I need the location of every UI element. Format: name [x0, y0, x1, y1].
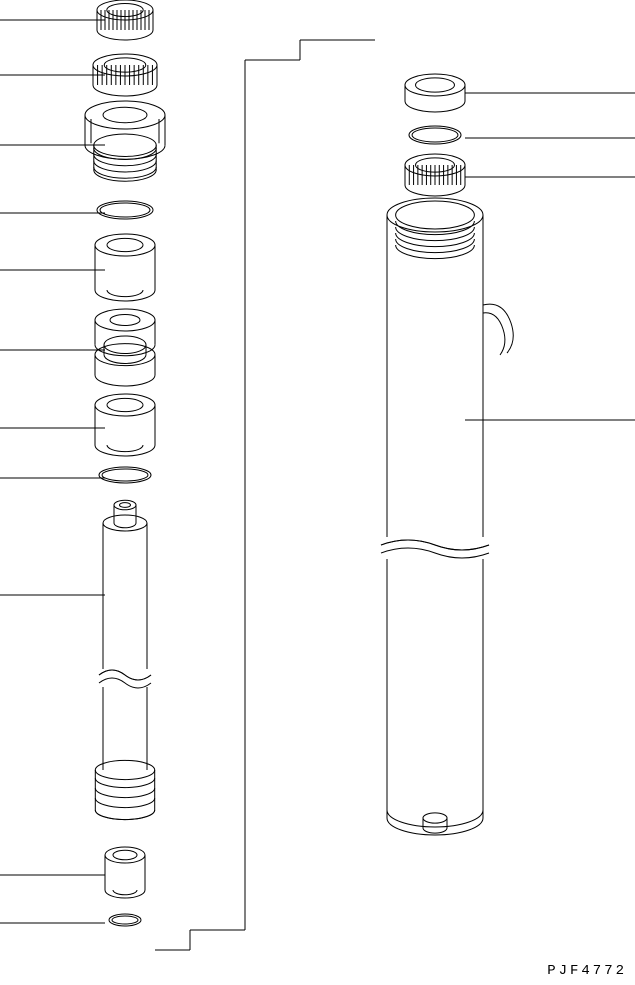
- drawing-id-label: PJF4772: [547, 963, 627, 979]
- exploded-diagram: [0, 0, 635, 985]
